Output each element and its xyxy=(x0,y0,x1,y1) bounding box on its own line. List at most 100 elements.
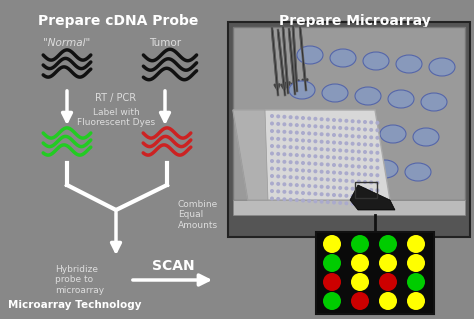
Circle shape xyxy=(283,130,286,134)
Ellipse shape xyxy=(339,157,365,175)
Circle shape xyxy=(270,129,274,133)
Circle shape xyxy=(375,166,379,170)
Circle shape xyxy=(289,153,292,157)
Circle shape xyxy=(357,172,361,176)
Circle shape xyxy=(295,153,299,157)
Circle shape xyxy=(351,179,355,183)
Polygon shape xyxy=(233,110,268,200)
Circle shape xyxy=(345,119,348,123)
Text: Prepare cDNA Probe: Prepare cDNA Probe xyxy=(38,14,198,28)
Circle shape xyxy=(301,161,305,165)
Circle shape xyxy=(375,181,379,185)
Circle shape xyxy=(375,143,379,147)
Text: Label with
Fluorescent Dyes: Label with Fluorescent Dyes xyxy=(77,108,155,127)
Circle shape xyxy=(270,197,274,201)
Circle shape xyxy=(338,201,342,205)
Circle shape xyxy=(332,118,336,122)
Text: SCAN: SCAN xyxy=(152,259,194,273)
Circle shape xyxy=(332,178,336,182)
Circle shape xyxy=(289,130,292,134)
Circle shape xyxy=(357,195,361,199)
Circle shape xyxy=(313,184,318,188)
Circle shape xyxy=(369,165,373,169)
Circle shape xyxy=(351,127,355,131)
Circle shape xyxy=(363,158,367,161)
Circle shape xyxy=(345,134,348,138)
Circle shape xyxy=(270,159,274,163)
Circle shape xyxy=(351,292,369,310)
Circle shape xyxy=(276,137,280,141)
Circle shape xyxy=(369,181,373,184)
Circle shape xyxy=(351,194,355,198)
Circle shape xyxy=(338,126,342,130)
Circle shape xyxy=(319,192,324,196)
Circle shape xyxy=(276,152,280,156)
Circle shape xyxy=(319,162,324,166)
Ellipse shape xyxy=(347,122,373,140)
Circle shape xyxy=(375,158,379,162)
Circle shape xyxy=(338,141,342,145)
Circle shape xyxy=(369,143,373,147)
Circle shape xyxy=(319,125,324,129)
Circle shape xyxy=(338,186,342,190)
Circle shape xyxy=(338,133,342,137)
Circle shape xyxy=(375,136,379,140)
Circle shape xyxy=(289,145,292,149)
Circle shape xyxy=(357,135,361,138)
Circle shape xyxy=(301,183,305,188)
Circle shape xyxy=(301,146,305,150)
Circle shape xyxy=(283,197,286,201)
Circle shape xyxy=(351,134,355,138)
Circle shape xyxy=(351,172,355,176)
Circle shape xyxy=(276,122,280,126)
Circle shape xyxy=(307,161,311,165)
Circle shape xyxy=(289,123,292,127)
Circle shape xyxy=(301,191,305,195)
Circle shape xyxy=(323,273,341,291)
Circle shape xyxy=(301,131,305,135)
Circle shape xyxy=(295,183,299,187)
FancyBboxPatch shape xyxy=(228,22,470,237)
Ellipse shape xyxy=(322,84,348,102)
Circle shape xyxy=(313,147,318,151)
Circle shape xyxy=(313,132,318,136)
Polygon shape xyxy=(233,110,390,200)
Circle shape xyxy=(307,146,311,150)
Ellipse shape xyxy=(405,163,431,181)
Circle shape xyxy=(345,149,348,153)
Circle shape xyxy=(313,124,318,128)
Circle shape xyxy=(319,140,324,144)
Circle shape xyxy=(270,137,274,140)
Circle shape xyxy=(369,158,373,162)
Circle shape xyxy=(369,128,373,132)
Circle shape xyxy=(270,167,274,170)
Circle shape xyxy=(307,124,311,128)
Circle shape xyxy=(369,120,373,124)
Circle shape xyxy=(313,154,318,158)
Circle shape xyxy=(313,169,318,173)
Circle shape xyxy=(283,152,286,156)
Circle shape xyxy=(313,139,318,143)
Circle shape xyxy=(357,180,361,184)
Circle shape xyxy=(289,198,292,202)
Circle shape xyxy=(276,197,280,201)
Circle shape xyxy=(375,196,379,200)
Circle shape xyxy=(289,115,292,119)
Circle shape xyxy=(313,177,318,181)
Circle shape xyxy=(295,115,299,120)
Circle shape xyxy=(276,145,280,148)
Ellipse shape xyxy=(330,49,356,67)
Circle shape xyxy=(351,202,355,206)
Ellipse shape xyxy=(380,125,406,143)
Circle shape xyxy=(276,182,280,186)
Circle shape xyxy=(363,203,367,206)
Circle shape xyxy=(323,254,341,272)
Circle shape xyxy=(363,173,367,176)
Circle shape xyxy=(326,193,330,197)
Circle shape xyxy=(338,148,342,152)
Circle shape xyxy=(407,273,425,291)
Circle shape xyxy=(301,116,305,120)
Circle shape xyxy=(326,140,330,144)
Circle shape xyxy=(357,120,361,123)
Circle shape xyxy=(363,180,367,184)
